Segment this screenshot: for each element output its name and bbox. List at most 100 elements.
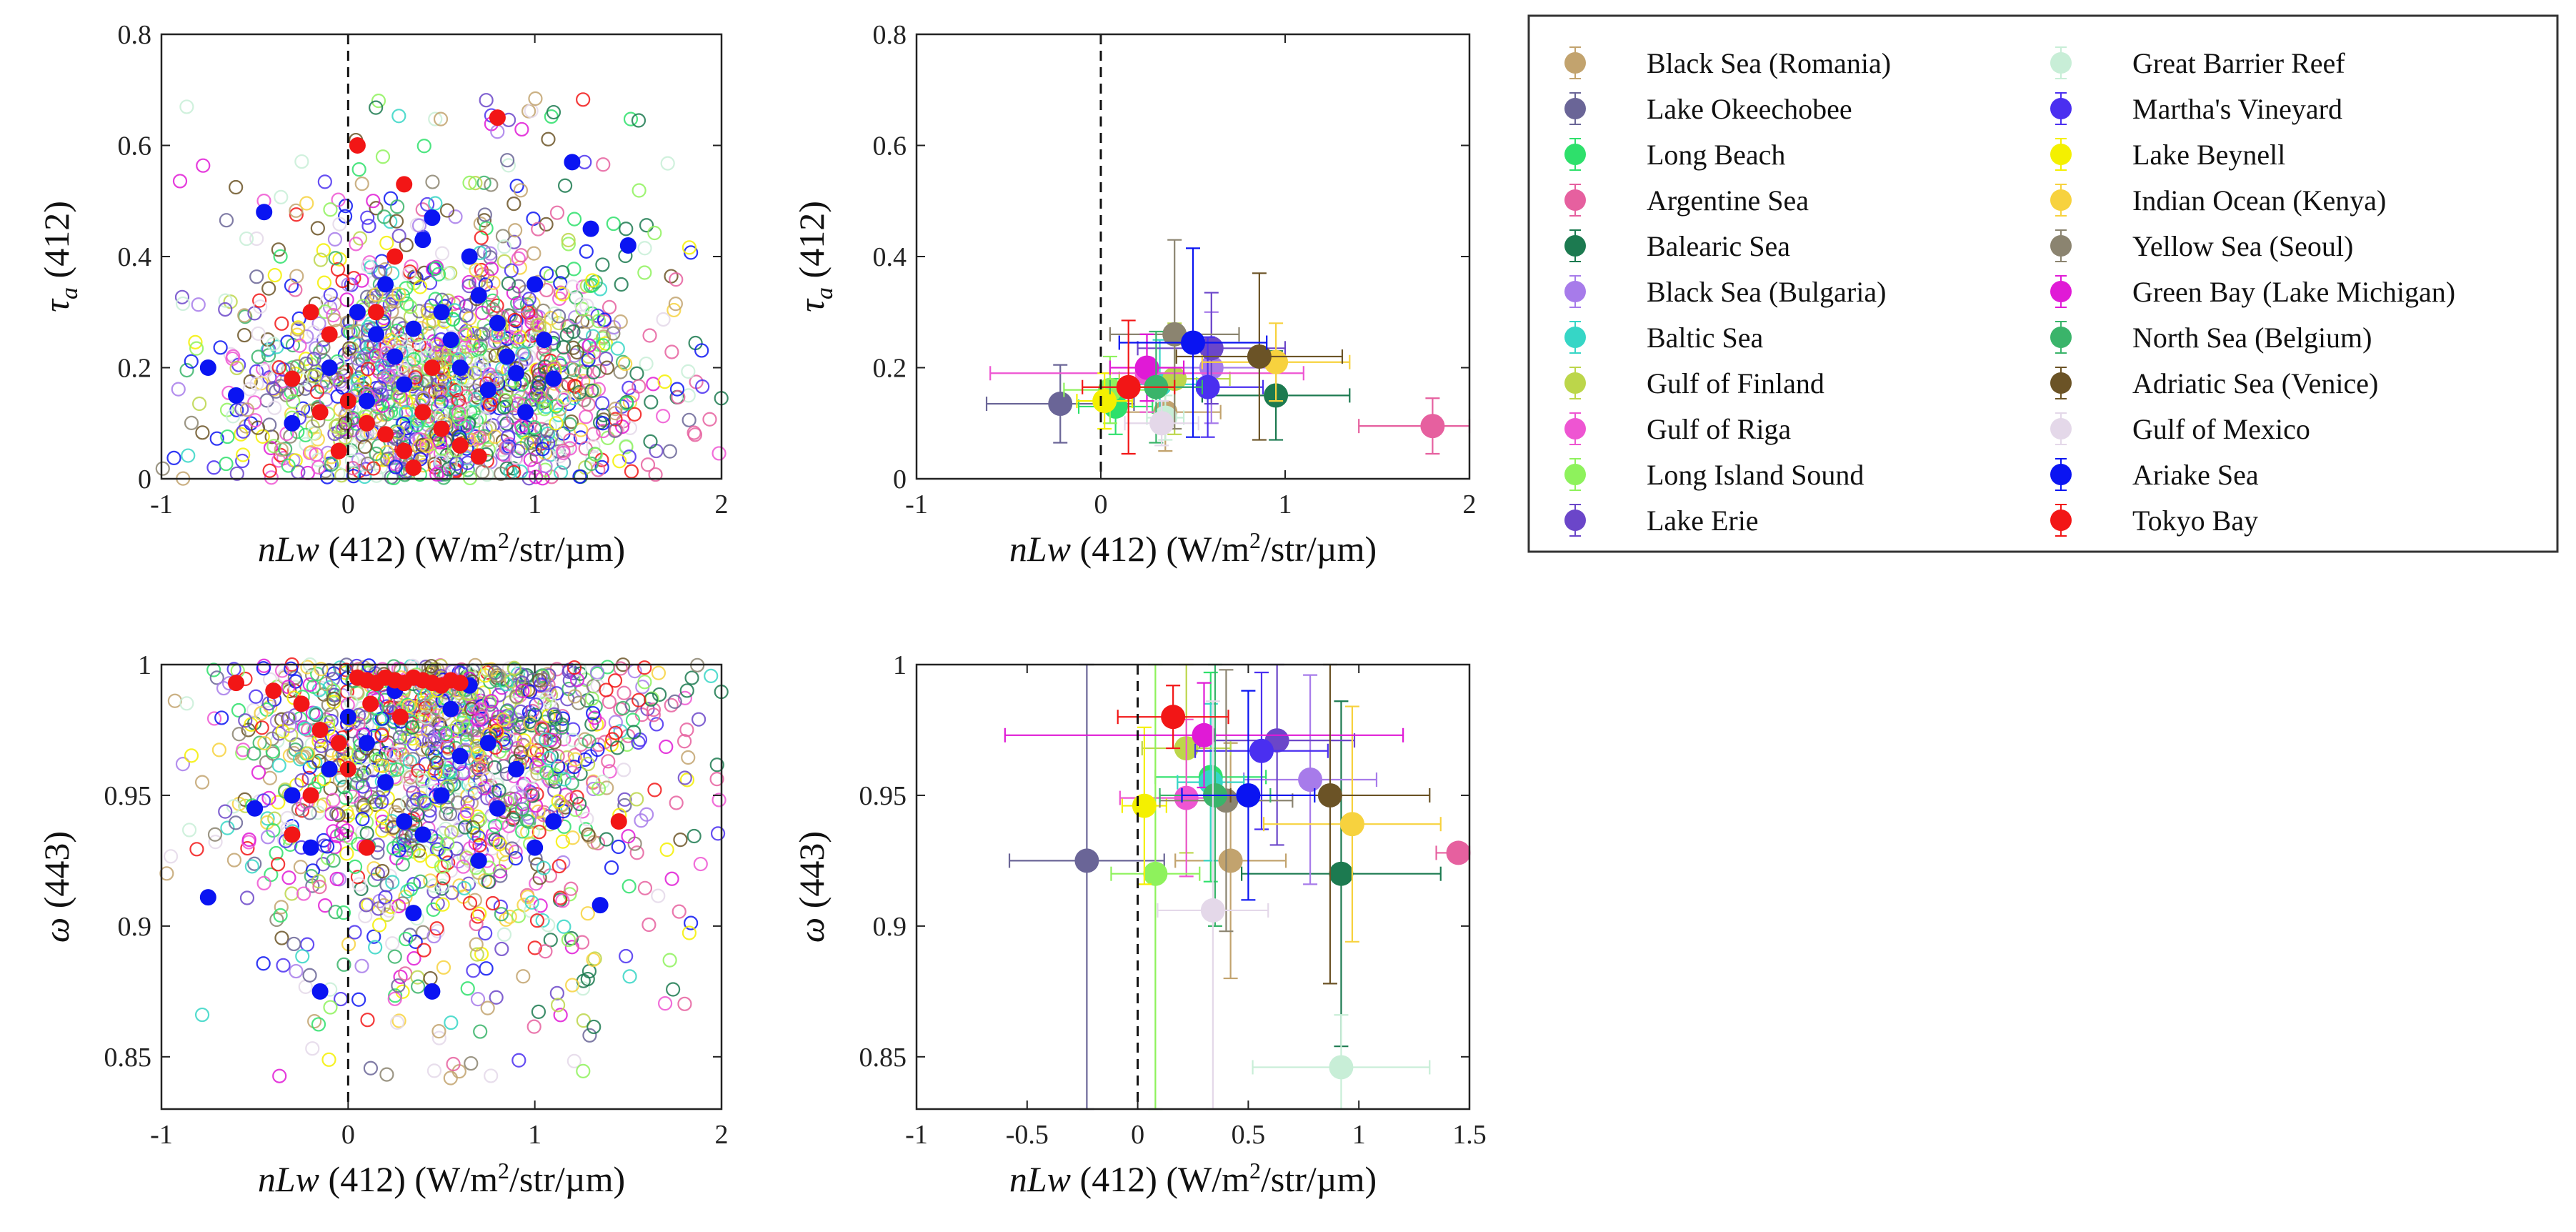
legend-item: Black Sea (Romania) bbox=[1564, 46, 1891, 79]
background-point bbox=[561, 237, 576, 252]
background-point bbox=[527, 940, 542, 955]
highlight-point bbox=[321, 326, 338, 343]
background-point bbox=[381, 903, 396, 918]
background-point bbox=[646, 707, 661, 722]
background-point bbox=[376, 898, 391, 913]
background-point bbox=[712, 793, 727, 808]
background-point bbox=[566, 324, 581, 339]
background-point bbox=[470, 992, 486, 1007]
background-point bbox=[498, 392, 513, 407]
legend-swatch bbox=[2050, 144, 2072, 165]
background-point bbox=[411, 337, 427, 352]
background-point bbox=[673, 833, 688, 848]
background-point bbox=[531, 222, 546, 237]
background-point bbox=[619, 948, 634, 964]
background-point bbox=[384, 304, 399, 319]
background-point bbox=[702, 412, 717, 427]
background-point bbox=[597, 735, 612, 750]
background-point bbox=[621, 829, 636, 844]
mean-point bbox=[1236, 783, 1261, 808]
p1-y-axis-label: τa (412) bbox=[36, 201, 83, 312]
background-point bbox=[369, 100, 384, 115]
background-point bbox=[469, 262, 484, 277]
p3-background-points bbox=[159, 657, 729, 1086]
background-point bbox=[189, 842, 204, 857]
highlight-point bbox=[489, 800, 506, 817]
background-point bbox=[581, 734, 596, 749]
legend-label: Argentine Sea bbox=[1647, 184, 1809, 217]
background-point bbox=[503, 309, 518, 324]
background-point bbox=[256, 661, 271, 676]
background-point bbox=[608, 402, 623, 417]
mean-marker bbox=[1110, 663, 1201, 1111]
mean-point bbox=[1192, 722, 1217, 747]
background-point bbox=[517, 353, 532, 368]
background-point bbox=[483, 246, 498, 261]
background-point bbox=[579, 354, 594, 369]
p2-x-axis-label: nLw (412) (W/m2/str/µm) bbox=[1009, 527, 1377, 569]
background-point bbox=[329, 871, 344, 887]
background-point bbox=[273, 908, 288, 923]
background-point bbox=[375, 149, 391, 164]
p1-xtick-label: 0 bbox=[341, 490, 355, 520]
background-point bbox=[695, 379, 710, 394]
legend-swatch bbox=[1564, 52, 1586, 74]
background-point bbox=[424, 659, 439, 674]
background-point bbox=[426, 928, 441, 944]
highlight-point bbox=[489, 109, 506, 126]
background-point bbox=[599, 360, 614, 375]
legend-swatch bbox=[2050, 52, 2072, 74]
background-point bbox=[433, 111, 449, 126]
background-point bbox=[297, 721, 313, 736]
background-point bbox=[444, 394, 459, 409]
background-point bbox=[552, 291, 567, 307]
mean-point bbox=[1317, 783, 1342, 808]
background-point bbox=[254, 376, 269, 391]
background-point bbox=[451, 404, 466, 420]
background-point bbox=[445, 312, 461, 327]
highlight-point bbox=[311, 983, 329, 1000]
background-point bbox=[631, 379, 647, 394]
background-point bbox=[209, 670, 224, 685]
background-point bbox=[354, 177, 369, 192]
background-point bbox=[429, 708, 444, 723]
ylabel-main: τ bbox=[792, 298, 832, 312]
highlight-point bbox=[619, 237, 636, 254]
ylabel-main: ω bbox=[36, 918, 76, 943]
mean-point bbox=[1132, 793, 1157, 818]
legend-swatch bbox=[2050, 189, 2072, 211]
p3-y-axis-label: ω (443) bbox=[36, 831, 76, 943]
background-point bbox=[350, 374, 366, 389]
background-point bbox=[372, 380, 387, 395]
highlight-point bbox=[377, 774, 394, 791]
background-point bbox=[274, 930, 289, 945]
mean-point bbox=[1116, 374, 1141, 399]
background-point bbox=[388, 459, 403, 475]
background-point bbox=[576, 92, 591, 107]
background-point bbox=[586, 1019, 601, 1035]
background-point bbox=[504, 841, 519, 856]
background-point bbox=[167, 693, 182, 708]
p2-ytick-label: 0.8 bbox=[873, 20, 907, 50]
background-point bbox=[613, 364, 628, 379]
background-point bbox=[329, 419, 344, 434]
background-point bbox=[391, 109, 406, 124]
highlight-point bbox=[451, 675, 469, 692]
background-point bbox=[513, 298, 528, 314]
background-point bbox=[291, 465, 306, 480]
background-point bbox=[621, 380, 636, 396]
mean-point bbox=[1339, 812, 1364, 837]
background-point bbox=[496, 239, 512, 254]
background-point bbox=[428, 765, 443, 780]
mean-marker bbox=[1194, 671, 1329, 830]
background-point bbox=[218, 804, 233, 819]
background-point bbox=[433, 382, 449, 397]
background-point bbox=[508, 320, 523, 335]
background-point bbox=[289, 963, 304, 979]
background-point bbox=[657, 996, 673, 1011]
background-point bbox=[659, 842, 674, 858]
legend-swatch bbox=[1564, 372, 1586, 394]
ylabel-main: ω bbox=[792, 918, 832, 943]
